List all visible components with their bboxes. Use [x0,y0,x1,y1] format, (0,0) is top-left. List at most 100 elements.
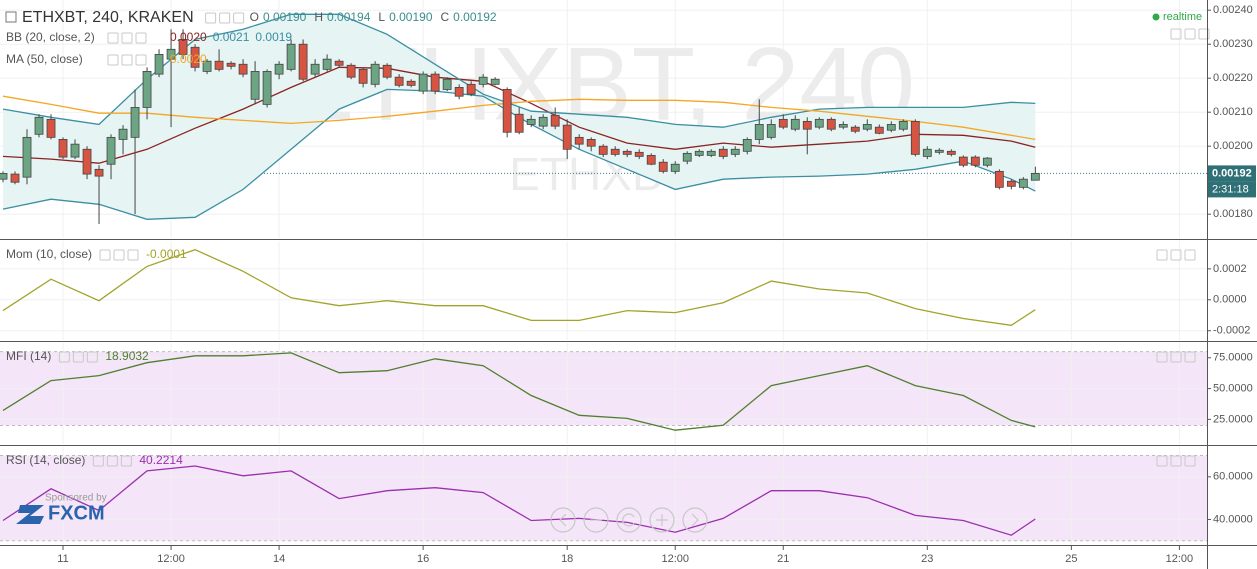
pane-icon[interactable] [107,32,119,44]
y-tick-label: 25.0000 [1213,413,1253,425]
nav-back[interactable] [550,507,576,533]
candle-body [574,136,584,145]
pane-icon[interactable] [1156,351,1168,363]
sponsor-icon [16,505,44,524]
pane-icon[interactable] [1198,28,1210,40]
y-tick-label: 0.00200 [1213,140,1253,152]
pane-icon[interactable] [219,12,231,24]
candle-body [718,148,728,157]
candle-body [154,54,164,75]
pane-icon[interactable] [1184,28,1196,40]
nav-forward[interactable] [682,507,708,533]
candle-body [106,136,116,165]
pane-icon[interactable] [86,351,98,363]
candle-body [658,161,668,172]
candle-body [826,118,836,130]
candle-body [634,151,644,157]
y-tick-label: 0.00220 [1213,72,1253,84]
nav-zoom-out[interactable] [583,507,609,533]
countdown-label: 2:31:18 [1212,183,1249,195]
candle-body [94,168,104,177]
pane-icon[interactable] [1184,351,1196,363]
pane-icon[interactable] [1170,455,1182,467]
pane-icon[interactable] [1156,249,1168,261]
candle-body [670,163,680,172]
plot-layer [0,13,1040,536]
pane-title: Mom (10, close) [6,247,92,261]
candle-body [514,113,524,133]
x-tick-label: 14 [273,553,285,565]
candle-body [754,124,764,140]
pane-icon[interactable] [1184,455,1196,467]
pane-icon[interactable] [72,351,84,363]
candle-body [226,62,236,67]
candle-body [562,124,572,150]
x-tick-label: 21 [777,553,789,565]
candle-body [22,136,32,178]
pane-icon[interactable] [99,249,111,261]
candle-body [178,39,188,55]
pane-icon[interactable] [121,54,133,66]
y-tick-label: 0.00210 [1213,106,1253,118]
x-tick-label: 12:00 [661,553,689,565]
nav-buttons[interactable] [550,507,708,533]
candle-body [886,124,896,131]
pane-icon[interactable] [1170,351,1182,363]
candle-body [502,89,512,133]
ohlc-value: 0.00190 [389,10,433,24]
pane-icon[interactable] [233,12,245,24]
sponsor-logo[interactable]: Sponsored by FXCM [16,493,107,525]
pane-icon[interactable] [92,455,104,467]
nav-zoom-in[interactable] [649,507,675,533]
candle-body [742,138,752,152]
pane-icon[interactable] [127,249,139,261]
candle-body [910,120,920,155]
ohlc-letter: O [250,10,259,24]
candle-body [730,148,740,155]
candle-body [238,63,248,75]
pane-icon[interactable] [1170,28,1182,40]
candle-body [970,156,980,166]
candle-body [70,143,80,158]
pane-icon[interactable] [205,12,217,24]
candle-body [622,150,632,155]
nav-reset[interactable] [616,507,642,533]
x-tick-label: 12:00 [1166,553,1194,565]
y-tick-label: 0.0002 [1213,263,1247,275]
pane-icon[interactable] [135,32,147,44]
status-label: realtime [1163,11,1202,23]
pane-icon[interactable] [106,455,118,467]
candle-body [778,118,788,128]
candle-body [694,150,704,156]
indicator-value: 0.0019 [255,30,292,44]
candle-body [610,148,620,155]
indicator-value: 0.0020 [170,30,207,44]
pane-icon[interactable] [107,54,119,66]
pane-icon[interactable] [58,351,70,363]
candle-body [58,138,68,158]
x-tick-label: 25 [1065,553,1077,565]
candle-body [982,157,992,166]
last-price-label: 0.00192 [1212,167,1252,179]
candle-body [370,63,380,85]
nav-zoom-in-icon [656,514,668,526]
pane-icon[interactable] [120,455,132,467]
ohlc-value: 0.00190 [263,10,307,24]
y-tick-label: 60.0000 [1213,471,1253,483]
pane-icon[interactable] [1170,249,1182,261]
x-tick-label: 11 [57,553,68,565]
candle-body [166,48,176,60]
pane-icon[interactable] [121,32,133,44]
pane-icon[interactable] [135,54,147,66]
candle-body [958,156,968,166]
pane-icon[interactable] [1184,249,1196,261]
pane-icon[interactable] [113,249,125,261]
candle-body [874,126,884,134]
y-tick-label: 75.0000 [1213,352,1253,364]
candle-body [994,170,1004,188]
collapse-icon[interactable] [5,11,17,23]
candle-body [466,83,476,95]
pane-icon[interactable] [1156,455,1168,467]
